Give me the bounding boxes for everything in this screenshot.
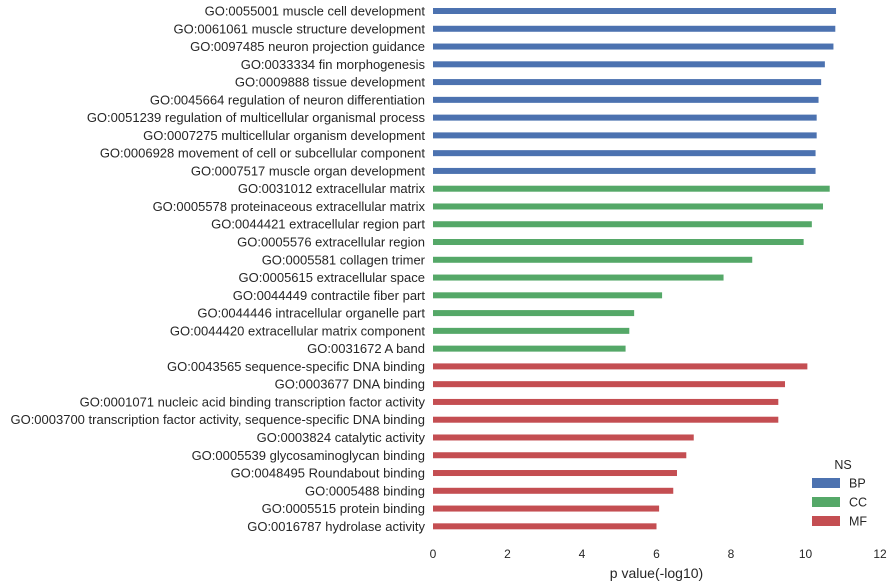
category-label-10: GO:0007517 muscle organ development: [191, 163, 426, 178]
bar-27: [433, 470, 677, 477]
bar-24: [433, 416, 779, 423]
bar-7: [433, 114, 817, 121]
bar-21: [433, 363, 808, 370]
category-label-24: GO:0003700 transcription factor activity…: [10, 412, 425, 427]
legend-swatch-mf: [812, 516, 840, 526]
bar-20: [433, 345, 626, 352]
category-labels-group: GO:0055001 muscle cell development GO:006…: [10, 4, 425, 534]
x-tick-label-4: 6: [653, 547, 660, 561]
category-label-8: GO:0007275 multicellular organism develo…: [143, 128, 425, 143]
category-label-18: GO:0044446 intracellular organelle part: [197, 306, 425, 321]
bar-17: [433, 292, 663, 299]
x-tick-label-7: 12: [873, 547, 887, 561]
bar-10: [433, 167, 816, 174]
legend-label-bp: BP: [849, 477, 866, 491]
category-label-30: GO:0016787 hydrolase activity: [247, 519, 425, 534]
bar-16: [433, 274, 724, 281]
bar-2: [433, 25, 836, 32]
category-label-5: GO:0009888 tissue development: [235, 75, 425, 90]
bar-11: [433, 185, 830, 192]
category-label-21: GO:0043565 sequence-specific DNA binding: [167, 359, 425, 374]
x-tick-labels-group: 0 2 4 6 8 10 12: [430, 547, 887, 561]
category-label-25: GO:0003824 catalytic activity: [257, 430, 426, 445]
legend-title: NS: [834, 458, 851, 472]
category-label-19: GO:0044420 extracellular matrix componen…: [170, 323, 425, 338]
bar-14: [433, 239, 804, 246]
category-label-9: GO:0006928 movement of cell or subcellul…: [100, 146, 426, 161]
bar-5: [433, 79, 822, 86]
category-label-6: GO:0045664 regulation of neuron differen…: [150, 92, 425, 107]
bar-12: [433, 203, 824, 210]
bar-3: [433, 43, 834, 50]
category-label-12: GO:0005578 proteinaceous extracellular m…: [153, 199, 426, 214]
bar-13: [433, 221, 812, 228]
legend: NS BP CC MF: [812, 458, 867, 529]
category-label-28: GO:0005488 binding: [305, 483, 425, 498]
legend-swatch-bp: [812, 478, 840, 488]
category-label-27: GO:0048495 Roundabout binding: [231, 466, 425, 481]
category-label-22: GO:0003677 DNA binding: [275, 377, 425, 392]
bar-29: [433, 505, 660, 512]
bar-19: [433, 327, 630, 334]
x-tick-label-2: 2: [504, 547, 511, 561]
bar-8: [433, 132, 817, 139]
bar-26: [433, 452, 687, 459]
category-label-13: GO:0044421 extracellular region part: [211, 217, 425, 232]
bar-18: [433, 310, 635, 317]
category-label-7: GO:0051239 regulation of multicellular o…: [87, 110, 426, 125]
category-label-11: GO:0031012 extracellular matrix: [238, 181, 426, 196]
category-label-17: GO:0044449 contractile fiber part: [233, 288, 426, 303]
category-label-4: GO:0033334 fin morphogenesis: [241, 57, 426, 72]
category-label-1: GO:0055001 muscle cell development: [205, 4, 426, 19]
category-label-2: GO:0061061 muscle structure development: [174, 21, 426, 36]
x-tick-label-6: 10: [799, 547, 813, 561]
bar-6: [433, 96, 819, 103]
x-axis-title: p value(-log10): [610, 565, 703, 581]
x-tick-label-5: 8: [728, 547, 735, 561]
category-label-29: GO:0005515 protein binding: [262, 501, 425, 516]
category-label-15: GO:0005581 collagen trimer: [262, 252, 426, 267]
category-label-3: GO:0097485 neuron projection guidance: [190, 39, 425, 54]
bars-group: [433, 8, 837, 530]
legend-label-mf: MF: [849, 515, 867, 529]
bar-15: [433, 256, 753, 263]
bar-28: [433, 487, 674, 494]
bar-25: [433, 434, 694, 441]
bar-4: [433, 61, 825, 68]
bar-30: [433, 523, 657, 530]
x-tick-label-3: 4: [579, 547, 586, 561]
legend-label-cc: CC: [849, 496, 867, 510]
category-label-16: GO:0005615 extracellular space: [239, 270, 425, 285]
category-label-23: GO:0001071 nucleic acid binding transcri…: [80, 394, 426, 409]
category-label-20: GO:0031672 A band: [307, 341, 425, 356]
bar-9: [433, 150, 816, 157]
x-tick-label-1: 0: [430, 547, 437, 561]
bar-22: [433, 381, 786, 388]
legend-swatch-cc: [812, 497, 840, 507]
category-label-14: GO:0005576 extracellular region: [237, 235, 425, 250]
bar-23: [433, 398, 779, 405]
category-label-26: GO:0005539 glycosaminoglycan binding: [192, 448, 425, 463]
bar-1: [433, 8, 837, 14]
